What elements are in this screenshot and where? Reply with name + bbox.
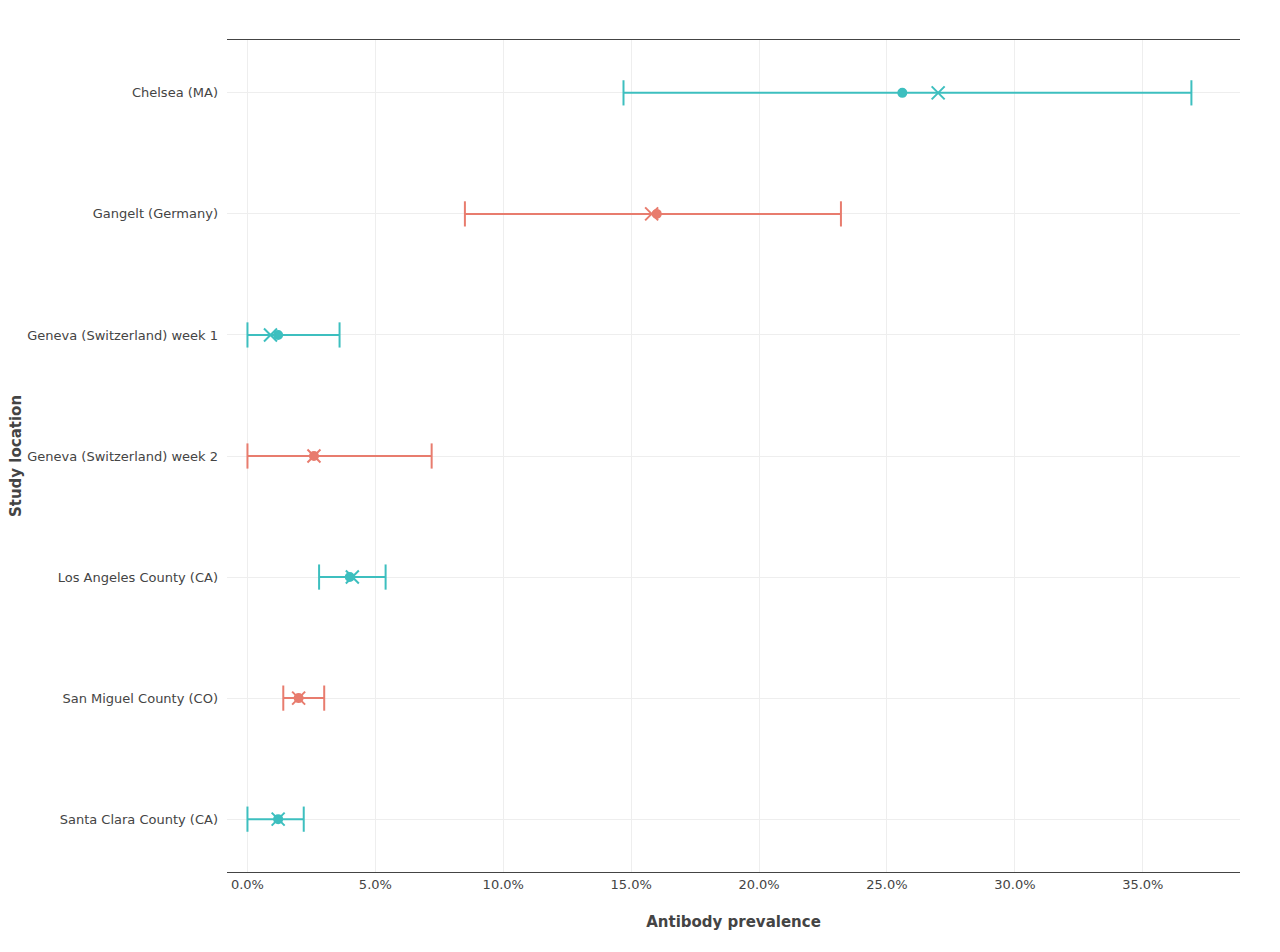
svg-text:Santa Clara County (CA): Santa Clara County (CA) — [60, 812, 218, 827]
svg-text:35.0%: 35.0% — [1122, 877, 1163, 892]
svg-text:Los Angeles County (CA): Los Angeles County (CA) — [58, 570, 218, 585]
svg-text:Chelsea (MA): Chelsea (MA) — [132, 85, 218, 100]
svg-text:Geneva (Switzerland) week 1: Geneva (Switzerland) week 1 — [27, 328, 218, 343]
svg-text:10.0%: 10.0% — [483, 877, 524, 892]
svg-text:San Miguel County (CO): San Miguel County (CO) — [62, 691, 218, 706]
svg-text:0.0%: 0.0% — [231, 877, 264, 892]
svg-text:30.0%: 30.0% — [994, 877, 1035, 892]
svg-text:20.0%: 20.0% — [738, 877, 779, 892]
svg-text:25.0%: 25.0% — [866, 877, 907, 892]
svg-text:Antibody prevalence: Antibody prevalence — [646, 913, 821, 931]
svg-text:Study location: Study location — [7, 395, 25, 517]
svg-text:5.0%: 5.0% — [359, 877, 392, 892]
svg-text:Geneva (Switzerland) week 2: Geneva (Switzerland) week 2 — [27, 449, 218, 464]
svg-text:Gangelt (Germany): Gangelt (Germany) — [93, 206, 218, 221]
svg-text:15.0%: 15.0% — [611, 877, 652, 892]
